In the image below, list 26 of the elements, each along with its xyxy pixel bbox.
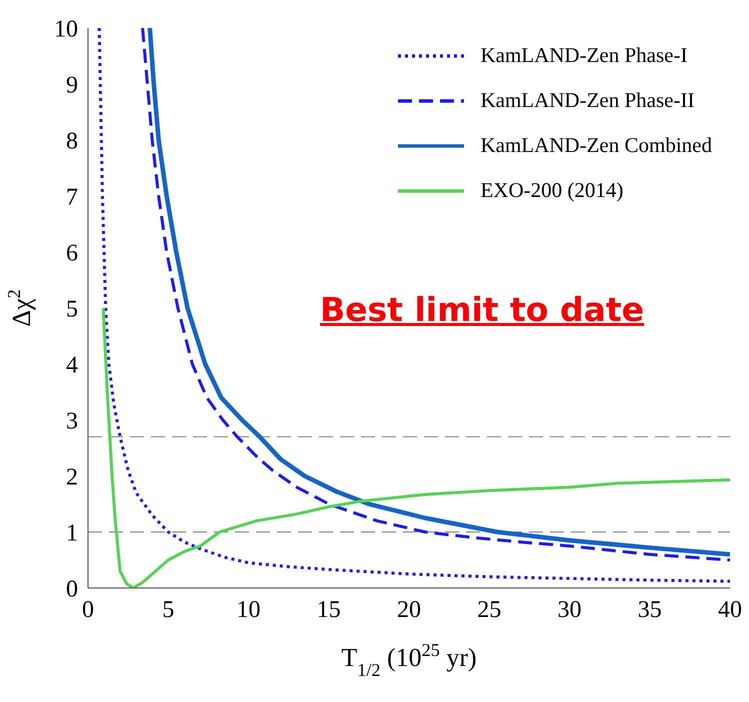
y-tick-label: 2	[66, 464, 78, 491]
y-tick-label: 10	[54, 16, 78, 43]
x-tick-label: 5	[162, 597, 174, 624]
x-axis-title: T$_{1/2}$ (10$^{25}$ yr)	[341, 640, 477, 680]
legend-label: KamLAND-Zen Combined	[480, 133, 712, 158]
x-tick-label: 10	[236, 597, 260, 624]
y-tick-label: 8	[66, 128, 78, 155]
legend-label: KamLAND-Zen Phase-II	[480, 88, 694, 113]
y-tick-label: 3	[66, 408, 78, 435]
y-tick-label: 5	[66, 296, 78, 323]
x-tick-label: 40	[718, 597, 742, 624]
x-tick-label: 20	[397, 597, 421, 624]
y-tick-label: 6	[66, 240, 78, 267]
x-tick-label: 15	[316, 597, 341, 624]
y-tick-label: 7	[66, 184, 78, 211]
x-tick-label: 25	[477, 597, 502, 624]
x-tick-label: 0	[82, 597, 94, 624]
y-tick-label: 1	[66, 520, 78, 547]
legend-label: KamLAND-Zen Phase-I	[480, 43, 688, 68]
y-tick-label: 9	[66, 72, 78, 99]
y-tick-label: 0	[66, 576, 78, 603]
annotation: Best limit to date	[320, 290, 644, 329]
legend-label: EXO-200 (2014)	[480, 178, 624, 203]
x-tick-label: 35	[638, 597, 662, 624]
x-tick-label: 30	[558, 597, 582, 624]
y-tick-label: 4	[66, 352, 78, 379]
